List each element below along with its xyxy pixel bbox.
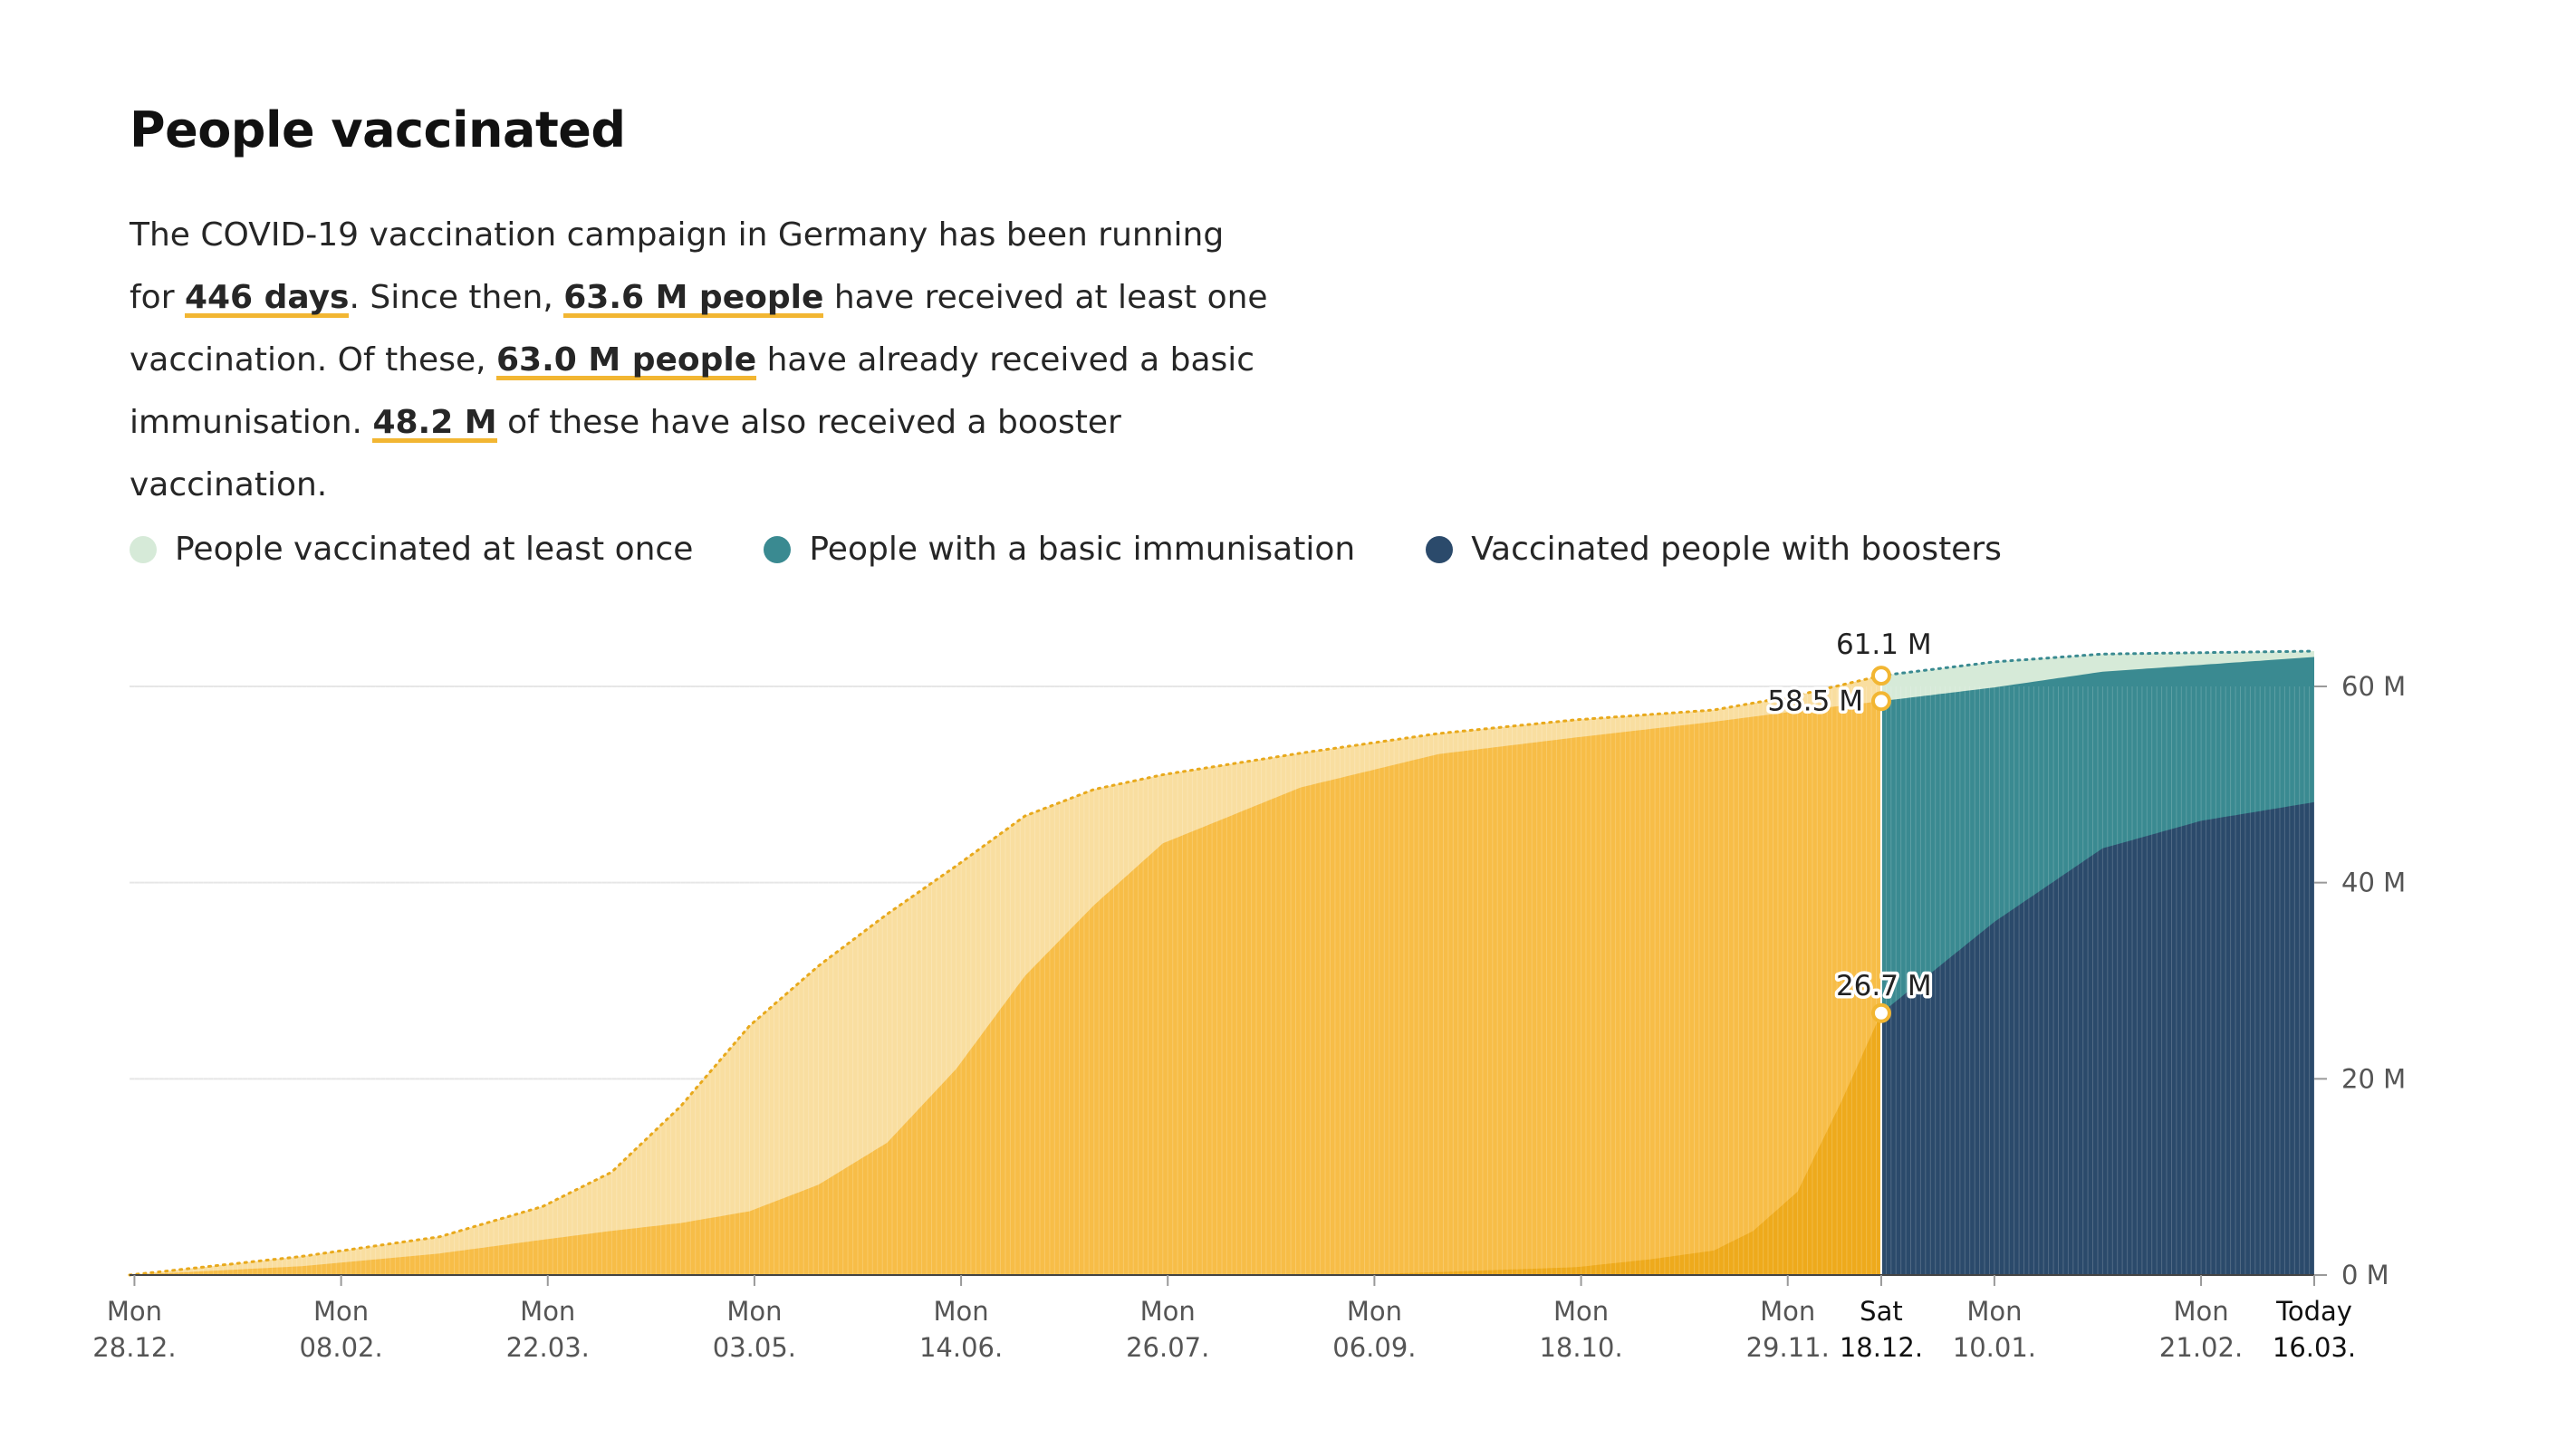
xtick-weekday-7: Mon [1553, 1296, 1609, 1327]
stat-basic-immunisation: 63.0 M people [496, 341, 757, 379]
legend-item-basic[interactable]: People with a basic immunisation [764, 531, 1355, 568]
xtick-weekday-10: Mon [1966, 1296, 2022, 1327]
xtick-date-11: 21.02. [2159, 1332, 2243, 1363]
annotation-marker-1 [1870, 691, 1891, 712]
annotation-label-1: 58.5 M [1767, 685, 1863, 717]
annotation-marker-2 [1870, 1002, 1891, 1023]
legend-dot-booster [1426, 535, 1454, 563]
legend-item-once[interactable]: People vaccinated at least once [130, 531, 693, 568]
xtick-weekday-3: Mon [726, 1296, 782, 1327]
annotation-label-0: 61.1 M [1836, 628, 1932, 661]
xtick-date-7: 18.10. [1539, 1332, 1622, 1363]
xtick-weekday-11: Mon [2173, 1296, 2228, 1327]
stat-boosters: 48.2 M [372, 404, 497, 441]
xtick-date-10: 10.01. [1953, 1332, 2036, 1363]
intro-paragraph: The COVID-19 vaccination campaign in Ger… [130, 204, 1271, 516]
xtick-weekday-5: Mon [1140, 1296, 1196, 1327]
annotation-label-2: 26.7 M [1836, 970, 1932, 1002]
line-once-now [1879, 649, 2316, 677]
xtick-date-5: 26.07. [1126, 1332, 1209, 1363]
stat-days: 446 days [184, 279, 350, 316]
xtick-weekday-8: Mon [1760, 1296, 1815, 1327]
page-title: People vaccinated [130, 101, 626, 158]
intro-text-4: have already received a basic immunisati… [130, 341, 1255, 441]
xtick-weekday-0: Mon [107, 1296, 162, 1327]
ytick-label-40: 40 M [2341, 868, 2406, 898]
legend-label-booster: Vaccinated people with boosters [1471, 531, 2002, 568]
xtick-date-6: 06.09. [1332, 1332, 1416, 1363]
intro-text-2: . Since then, [349, 279, 564, 316]
xtick-date-12: 16.03. [2273, 1332, 2356, 1363]
xtick-date-4: 14.06. [919, 1332, 1003, 1363]
xtick-date-1: 08.02. [299, 1332, 382, 1363]
xtick-date-3: 03.05. [713, 1332, 796, 1363]
xtick-weekday-9: Sat [1860, 1296, 1903, 1327]
chart-legend: People vaccinated at least once People w… [130, 531, 2072, 568]
xtick-date-0: 28.12. [92, 1332, 176, 1363]
legend-label-once: People vaccinated at least once [175, 531, 694, 568]
legend-label-basic: People with a basic immunisation [809, 531, 1356, 568]
xtick-date-2: 22.03. [506, 1332, 590, 1363]
intro-text-5: of these have also received a booster va… [130, 404, 1121, 503]
xtick-weekday-4: Mon [934, 1296, 989, 1327]
xtick-weekday-2: Mon [520, 1296, 575, 1327]
ytick-label-0: 0 M [2341, 1260, 2389, 1290]
annotation-marker-0 [1870, 666, 1891, 686]
ytick-label-60: 60 M [2341, 671, 2406, 702]
legend-item-booster[interactable]: Vaccinated people with boosters [1426, 531, 2002, 568]
intro-text-3: have received at least one vaccination. … [130, 279, 1268, 379]
xtick-weekday-6: Mon [1347, 1296, 1402, 1327]
xtick-weekday-1: Mon [313, 1296, 369, 1327]
xtick-weekday-12: Today [2275, 1296, 2352, 1327]
intro-text-1: The COVID-19 vaccination campaign in Ger… [130, 216, 1225, 316]
legend-dot-once [130, 535, 157, 563]
area-booster-now [1880, 801, 2314, 1275]
legend-dot-basic [764, 535, 792, 563]
line-once-past [128, 674, 1883, 1277]
xtick-date-9: 18.12. [1840, 1332, 1923, 1363]
stat-vaccinated-once: 63.6 M people [563, 279, 824, 316]
ytick-label-20: 20 M [2341, 1063, 2406, 1094]
xtick-date-8: 29.11. [1746, 1332, 1830, 1363]
daily-bar-texture [129, 686, 2315, 1275]
area-basic-past [130, 701, 1881, 1275]
